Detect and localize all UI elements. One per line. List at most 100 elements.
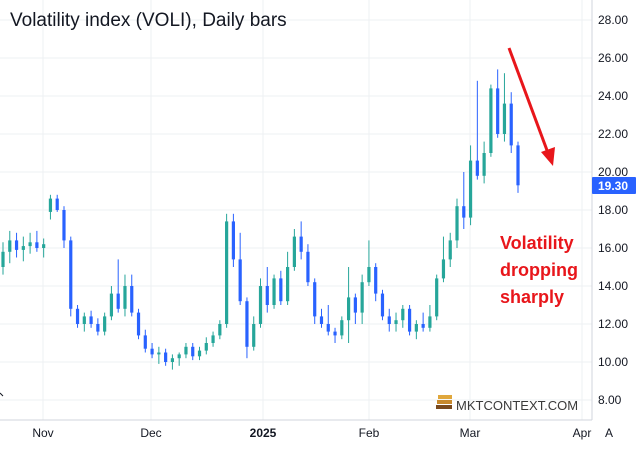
candle[interactable] [48, 194, 53, 220]
candle[interactable] [75, 305, 80, 328]
candle[interactable] [326, 305, 330, 336]
candle[interactable] [1, 242, 5, 275]
candle[interactable] [197, 346, 202, 361]
candle[interactable] [516, 141, 520, 193]
candle[interactable] [103, 312, 107, 336]
auto-scale-button[interactable]: A [605, 426, 613, 440]
candle[interactable] [272, 274, 276, 309]
candle[interactable] [14, 232, 19, 258]
candle[interactable] [238, 232, 242, 305]
candle[interactable] [231, 213, 235, 267]
candle[interactable] [374, 263, 378, 302]
candle[interactable] [62, 206, 66, 248]
candle[interactable] [502, 73, 507, 142]
candle[interactable] [211, 331, 215, 347]
candle[interactable] [55, 194, 59, 212]
candle[interactable] [435, 274, 439, 321]
candle[interactable] [353, 293, 357, 324]
candle[interactable] [394, 312, 398, 332]
candle[interactable] [89, 310, 93, 328]
candle[interactable] [258, 278, 263, 328]
candle[interactable] [380, 289, 385, 321]
candle[interactable] [468, 145, 473, 226]
candle[interactable] [109, 286, 114, 321]
candle[interactable] [421, 312, 425, 332]
candle[interactable] [360, 274, 364, 324]
candle-body [28, 242, 32, 247]
candle[interactable] [116, 259, 120, 313]
candle[interactable] [225, 213, 229, 328]
candle[interactable] [387, 308, 391, 332]
candle[interactable] [42, 238, 46, 258]
candle[interactable] [28, 232, 32, 254]
candle[interactable] [82, 312, 86, 332]
candle[interactable] [286, 251, 290, 305]
time-axis[interactable]: Nov Dec 2025 Feb Mar Apr [32, 426, 591, 440]
candle[interactable] [164, 348, 168, 366]
candle[interactable] [204, 337, 208, 355]
candle-body [421, 324, 425, 328]
candle-body [286, 267, 290, 302]
candle[interactable] [333, 327, 337, 343]
candle[interactable] [455, 198, 459, 248]
candle-body [136, 312, 141, 336]
candle[interactable] [509, 92, 513, 153]
annotation-line-1: Volatility [500, 233, 574, 253]
candle[interactable] [21, 236, 25, 262]
candle[interactable] [306, 244, 310, 286]
candle-body [184, 346, 188, 355]
candle[interactable] [482, 141, 486, 184]
candle[interactable] [340, 316, 344, 340]
candle[interactable] [346, 267, 351, 343]
candle[interactable] [407, 305, 412, 336]
candle-body [225, 221, 229, 324]
candle[interactable] [414, 320, 418, 340]
candle-body [367, 267, 371, 283]
candle[interactable] [245, 297, 249, 359]
candle[interactable] [496, 69, 500, 138]
candle[interactable] [170, 354, 175, 370]
candle[interactable] [69, 236, 73, 317]
candle[interactable] [143, 329, 147, 353]
candle[interactable] [96, 318, 100, 336]
candle[interactable] [292, 229, 296, 271]
candle-body [299, 236, 303, 252]
candle[interactable] [367, 240, 371, 286]
chart-title: Volatility index (VOLI), Daily bars [10, 10, 287, 31]
candle[interactable] [150, 343, 154, 359]
candle[interactable] [475, 80, 479, 180]
candle[interactable] [184, 343, 188, 359]
candle[interactable] [279, 270, 283, 305]
candle[interactable] [157, 346, 161, 364]
candle-body [177, 354, 181, 359]
candle[interactable] [489, 84, 493, 157]
candle[interactable] [177, 352, 181, 366]
candle-body [496, 88, 500, 134]
candle[interactable] [462, 172, 466, 229]
down-arrow-icon [507, 47, 555, 166]
candle-body [238, 259, 242, 302]
candle[interactable] [265, 267, 269, 313]
candle-body [435, 278, 439, 317]
candle[interactable] [35, 230, 39, 252]
candle[interactable] [136, 308, 141, 340]
price-axis[interactable]: 28.00 26.00 24.00 22.00 20.00 18.00 16.00 14.00… [598, 13, 628, 407]
x-tick-label: Nov [32, 426, 53, 440]
candle[interactable] [313, 278, 317, 324]
candle[interactable] [130, 274, 134, 317]
candle[interactable] [428, 305, 432, 332]
candle[interactable] [218, 320, 222, 340]
candle[interactable] [319, 308, 324, 328]
candle[interactable] [401, 305, 405, 328]
candle[interactable] [448, 232, 452, 267]
candle[interactable] [191, 343, 195, 361]
candles[interactable] [1, 69, 520, 370]
candle[interactable] [299, 221, 303, 260]
candle-body [96, 324, 100, 332]
candle-body [313, 282, 317, 317]
candle[interactable] [8, 230, 12, 264]
candle[interactable] [252, 316, 256, 351]
candle[interactable] [441, 236, 446, 283]
candle-body [103, 316, 107, 332]
candle[interactable] [123, 274, 127, 317]
